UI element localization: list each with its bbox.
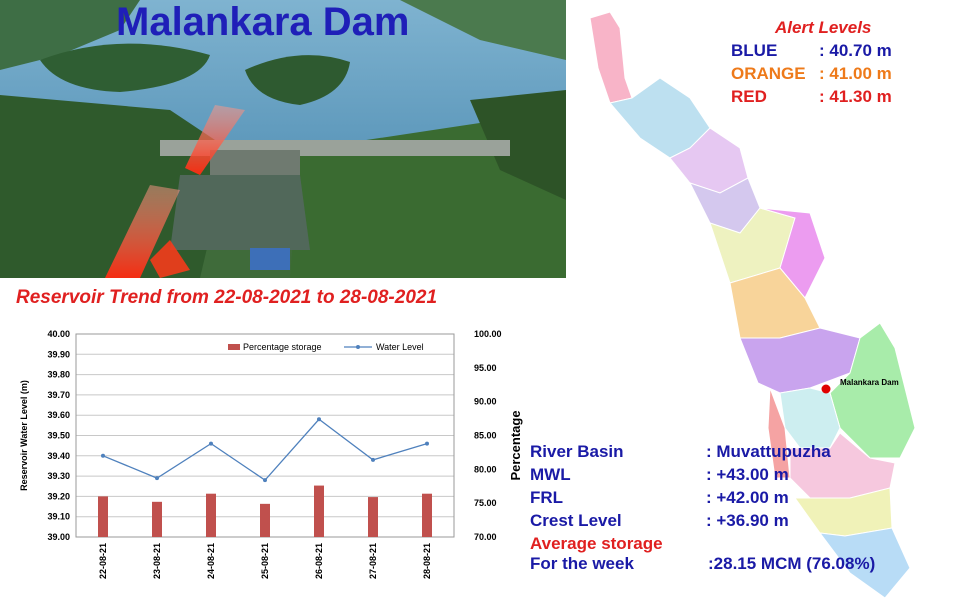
storage-bar [314,485,324,537]
info-week: For the week :28.15 MCM (76.08%) [530,554,875,574]
alert-level-blue: BLUE : 40.70 m [731,41,892,61]
info-value: : +36.90 m [706,511,789,530]
y-tick-label: 39.60 [47,410,70,420]
info-key: River Basin [530,442,624,461]
legend-label: Percentage storage [243,342,322,352]
info-river-basin: River Basin : Muvattupuzha [530,442,831,462]
x-tick-label: 24-08-21 [206,543,216,579]
info-value: : +43.00 m [706,465,789,484]
chart-svg: 39.00 39.10 39.20 39.30 39.40 39.50 39.60 39.70… [19,329,523,579]
y-tick-label: 39.10 [47,512,70,522]
legend-swatch-point [356,345,360,349]
y2-tick-label: 100.00 [474,329,502,339]
y2-tick-label: 70.00 [474,532,497,542]
info-key: FRL [530,488,564,507]
legend-swatch-bar [228,344,240,350]
y-tick-label: 39.20 [47,491,70,501]
y2-tick-label: 80.00 [474,464,497,474]
water-level-point [101,453,105,458]
storage-bar [152,501,162,537]
alert-level-name: BLUE [731,41,778,60]
alert-level-red: RED : 41.30 m [731,87,892,107]
info-key: Crest Level [530,511,622,530]
y2-tick-label: 85.00 [474,431,497,441]
kerala-map [580,8,930,600]
info-value: : +42.00 m [706,488,789,507]
info-crest-level: Crest Level : +36.90 m [530,511,789,531]
x-tick-label: 28-08-21 [422,543,432,579]
alert-levels-title: Alert Levels [775,18,872,37]
info-key: MWL [530,465,571,484]
x-tick-label: 23-08-21 [152,543,162,579]
alert-level-value: : 40.70 m [819,41,892,60]
map-dam-label: Malankara Dam [840,378,899,387]
storage-bar [260,503,270,537]
info-frl: FRL : +42.00 m [530,488,789,508]
storage-bar [368,497,378,537]
alert-level-name: RED [731,87,767,106]
storage-bar [206,493,216,537]
info-mwl: MWL : +43.00 m [530,465,789,485]
info-key: For the week [530,554,634,573]
storage-bar [98,496,108,537]
water-level-point [317,417,321,422]
y2-tick-label: 75.00 [474,498,497,508]
x-tick-label: 22-08-21 [98,543,108,579]
y-axis-title: Reservoir Water Level (m) [19,380,29,491]
y-tick-label: 39.00 [47,532,70,542]
page-title: Malankara Dam [116,0,410,44]
trend-title: Reservoir Trend from 22-08-2021 to 28-08… [16,287,438,308]
water-level-point [425,441,429,446]
info-value: :28.15 MCM (76.08%) [708,554,876,573]
water-level-point [155,476,159,481]
y-tick-label: 39.40 [47,451,70,461]
y-tick-label: 39.80 [47,370,70,380]
water-level-line [102,418,428,482]
dam-aerial-photo [0,0,566,278]
y2-tick-label: 95.00 [474,363,497,373]
y2-tick-label: 90.00 [474,397,497,407]
y-tick-label: 39.70 [47,390,70,400]
alert-level-value: : 41.30 m [819,87,892,106]
dam-location-marker [821,384,831,394]
x-tick-label: 25-08-21 [260,543,270,579]
info-average-storage-label: Average storage [530,534,663,553]
x-tick-label: 27-08-21 [368,543,378,579]
y-tick-label: 40.00 [47,329,70,339]
water-level-point [263,478,267,483]
y-tick-label: 39.30 [47,471,70,481]
storage-bar [422,493,432,537]
water-level-point [371,457,375,462]
y-tick-label: 39.90 [47,349,70,359]
legend-label: Water Level [376,342,424,352]
alert-level-value: : 41.00 m [819,64,892,83]
x-tick-label: 26-08-21 [314,543,324,579]
alert-level-orange: ORANGE : 41.00 m [731,64,892,84]
water-level-point [209,441,213,446]
reservoir-trend-chart: 39.00 39.10 39.20 39.30 39.40 39.50 39.60 39.70… [14,318,524,600]
alert-level-name: ORANGE [731,64,806,83]
y-tick-label: 39.50 [47,431,70,441]
y2-axis-title: Percentage [508,410,523,480]
info-value: : Muvattupuzha [706,442,831,461]
